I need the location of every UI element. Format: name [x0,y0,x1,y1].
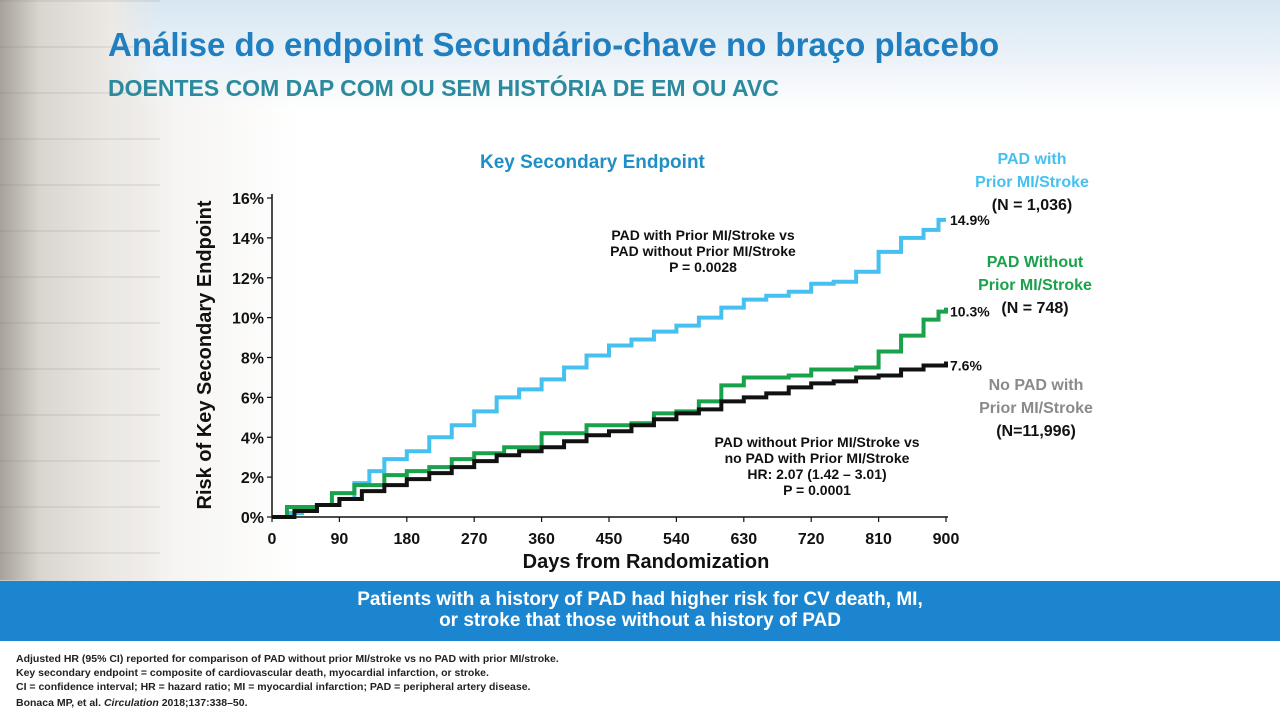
annotation-comparison-1-line: P = 0.0028 [669,259,737,275]
annotation-comparison-2-line: HR: 2.07 (1.42 – 3.01) [747,466,886,482]
x-tick-label: 450 [596,531,623,548]
y-axis-label: Risk of Key Secondary Endpoint [194,200,216,509]
x-tick-label: 900 [933,531,960,548]
citation: Bonaca MP, et al. Circulation 2018;137:3… [16,697,248,709]
banner-line-1: Patients with a history of PAD had highe… [357,589,923,610]
chart-series [272,217,948,519]
footnote-line-1: Adjusted HR (95% CI) reported for compar… [16,653,559,665]
annotation-comparison-2-line: no PAD with Prior MI/Stroke [725,450,910,466]
x-tick-label: 630 [730,531,757,548]
y-tick-label: 6% [241,390,264,407]
y-tick-label: 2% [241,470,264,487]
legend-n-count: (N=11,996) [996,423,1076,440]
y-tick-label: 0% [241,510,264,527]
y-tick-label: 12% [232,271,264,288]
y-tick-label: 10% [232,311,264,328]
x-tick-label: 0 [268,531,277,548]
x-tick-label: 180 [393,531,420,548]
footnotes: Adjusted HR (95% CI) reported for compar… [0,641,1280,720]
footnote-line-2: Key secondary endpoint = composite of ca… [16,667,489,679]
x-axis-label: Days from Randomization [523,551,770,573]
end-value-label: 7.6% [950,357,982,373]
x-tick-label: 540 [663,531,690,548]
building-photo-strip [0,0,160,580]
x-tick-label: 720 [798,531,825,548]
banner-line-2: or stroke that those without a history o… [439,610,841,631]
sky-background [0,0,1280,110]
citation-details: 2018;137:338–50. [158,697,248,709]
end-value-label: 14.9% [950,212,990,228]
chart-ticks: 0 90 180 270 360 450 540 630 720 810 900 0% 2% 4% 6% 8%… [232,191,959,548]
legend-item-pad-without-prior: PAD Without Prior MI/Stroke (N = 748) [955,251,1115,320]
legend-item-no-pad-with-prior: No PAD with Prior MI/Stroke (N=11,996) [956,374,1116,443]
legend-item-pad-with-prior: PAD with Prior MI/Stroke (N = 1,036) [952,148,1112,217]
y-tick-label: 14% [232,231,264,248]
annotation-comparison-1-line: PAD with Prior MI/Stroke vs [611,227,795,243]
slide-subtitle: DOENTES COM DAP COM OU SEM HISTÓRIA DE E… [108,75,779,101]
citation-journal: Circulation [103,697,159,709]
legend-label-line: Prior MI/Stroke [975,174,1089,191]
chart-end-labels: 14.9% 10.3% 7.6% [950,212,990,374]
legend-label-line: PAD with [997,151,1067,168]
annotation-comparison-1-line: PAD without Prior MI/Stroke [610,243,796,259]
legend-n-count: (N = 1,036) [991,197,1073,214]
annotation-comparison-2-line: PAD without Prior MI/Stroke vs [714,434,919,450]
legend-n-count: (N = 748) [1001,300,1069,317]
y-tick-label: 16% [232,191,264,208]
legend-label-line: No PAD with [988,377,1084,394]
y-tick-label: 4% [241,430,264,447]
legend-label-line: Prior MI/Stroke [978,277,1092,294]
chart-title: Key Secondary Endpoint [480,152,705,173]
footnote-line-3: CI = confidence interval; HR = hazard ra… [16,681,531,693]
chart-axes [271,194,948,518]
end-value-label: 10.3% [950,304,990,320]
conclusion-banner: Patients with a history of PAD had highe… [0,581,1280,641]
annotation-comparison-2-line: P = 0.0001 [783,482,851,498]
y-tick-label: 8% [241,351,264,368]
x-tick-label: 270 [461,531,488,548]
x-tick-label: 90 [331,531,349,548]
citation-authors: Bonaca MP, et al. [16,697,104,709]
legend-label-line: Prior MI/Stroke [979,400,1093,417]
x-tick-label: 360 [528,531,555,548]
x-tick-label: 810 [865,531,892,548]
series-line-no-pad-with-prior-mi-stroke [272,361,948,519]
slide-title: Análise do endpoint Secundário-chave no … [108,26,1000,63]
legend-label-line: PAD Without [986,254,1084,271]
